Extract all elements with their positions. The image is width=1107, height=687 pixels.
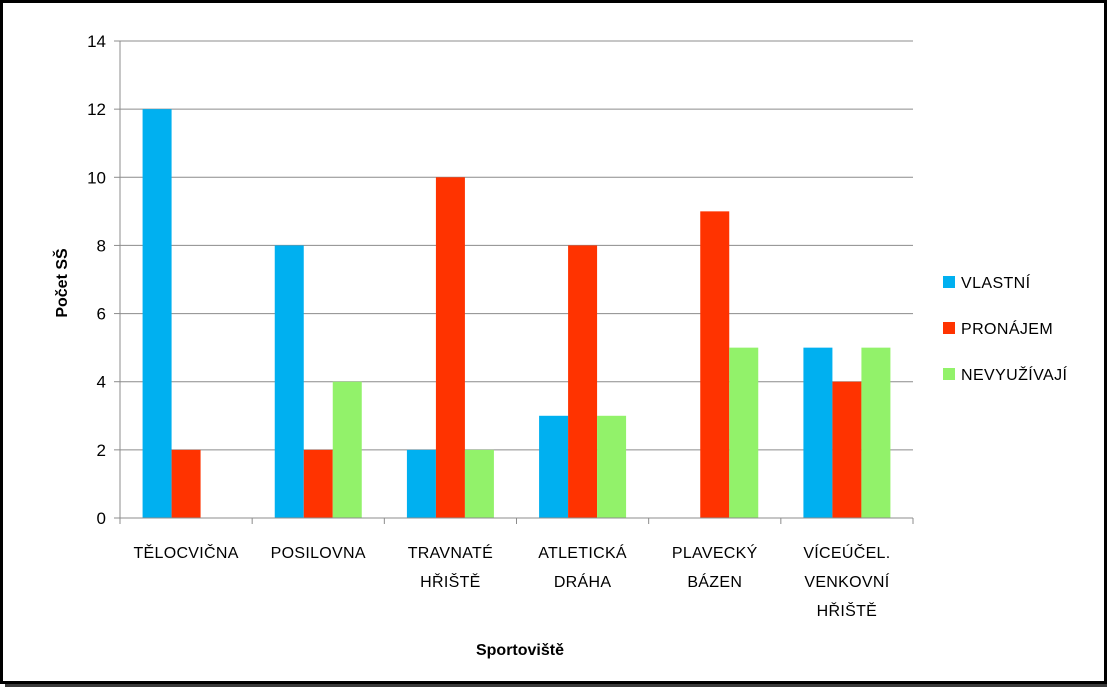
x-tick-marks <box>119 518 914 524</box>
x-category-label-line: TĚLOCVIČNA <box>133 543 238 562</box>
y-tick-labels: 0 2 4 6 8 10 12 14 <box>87 32 106 528</box>
y-tick-label: 0 <box>97 509 106 528</box>
bar-nevyužívají <box>729 347 759 518</box>
bar-pronájem <box>832 381 862 518</box>
bars <box>142 109 891 519</box>
x-category-label-line: ATLETICKÁ <box>538 543 627 562</box>
x-category-label: POSILOVNA <box>271 545 366 562</box>
x-category-label-line: HŘIŠTĚ <box>817 601 877 620</box>
legend-swatch <box>943 368 955 380</box>
bar-nevyužívají <box>861 347 891 518</box>
y-tick-label: 2 <box>97 441 106 460</box>
legend-label: VLASTNÍ <box>961 273 1031 292</box>
bar-vlastní <box>274 245 304 518</box>
x-category-label-line: PLAVECKÝ <box>672 543 758 562</box>
x-category-label: TĚLOCVIČNA <box>133 543 238 562</box>
legend-label: NEVYUŽÍVAJÍ <box>961 365 1068 384</box>
x-axis-title: Sportoviště <box>476 642 564 659</box>
x-category-label-line: DRÁHA <box>554 572 612 591</box>
x-category-label-line: VENKOVNÍ <box>804 572 889 591</box>
x-category-label: VÍCEÚČEL. VENKOVNÍ HŘIŠTĚ <box>803 543 890 620</box>
legend: VLASTNÍ PRONÁJEM NEVYUŽÍVAJÍ <box>943 273 1068 384</box>
x-category-label-line: HŘIŠTĚ <box>420 572 480 591</box>
bar-pronájem <box>303 449 333 518</box>
bar-vlastní <box>142 109 172 519</box>
y-tick-label: 4 <box>97 373 106 392</box>
legend-swatch <box>943 276 955 288</box>
x-category-labels: TĚLOCVIČNA POSILOVNA TRAVNATÉ HŘIŠTĚ ATLETIC… <box>133 543 890 620</box>
bar-pronájem <box>435 177 465 519</box>
bar-chart: 0 2 4 6 8 10 12 14 TĚLOCVIČNA POSILOVNA TRAVNATÉ H… <box>52 32 1068 659</box>
bar-pronájem <box>171 449 201 518</box>
bar-vlastní <box>406 449 436 518</box>
x-category-label: ATLETICKÁ DRÁHA <box>538 543 627 591</box>
y-tick-label: 8 <box>97 236 106 255</box>
bar-nevyužívají <box>332 381 362 518</box>
gridlines <box>114 40 913 519</box>
y-axis-title: Počet SŠ <box>52 248 71 318</box>
x-category-label-line: POSILOVNA <box>271 545 366 562</box>
y-tick-label: 6 <box>97 305 106 324</box>
bar-nevyužívají <box>597 415 627 518</box>
y-tick-label: 12 <box>87 100 106 119</box>
y-tick-label: 14 <box>87 32 106 51</box>
legend-swatch <box>943 322 955 334</box>
bar-pronájem <box>568 245 598 518</box>
x-category-label: PLAVECKÝ BÁZEN <box>672 543 758 591</box>
bar-vlastní <box>539 415 569 518</box>
x-category-label: TRAVNATÉ HŘIŠTĚ <box>408 543 493 591</box>
x-category-label-line: VÍCEÚČEL. <box>803 543 890 562</box>
x-category-label-line: BÁZEN <box>687 572 742 591</box>
y-tick-label: 10 <box>87 168 106 187</box>
bar-vlastní <box>803 347 833 518</box>
legend-label: PRONÁJEM <box>961 319 1053 338</box>
bar-nevyužívají <box>464 449 494 518</box>
x-category-label-line: TRAVNATÉ <box>408 543 493 562</box>
bar-pronájem <box>700 211 730 518</box>
